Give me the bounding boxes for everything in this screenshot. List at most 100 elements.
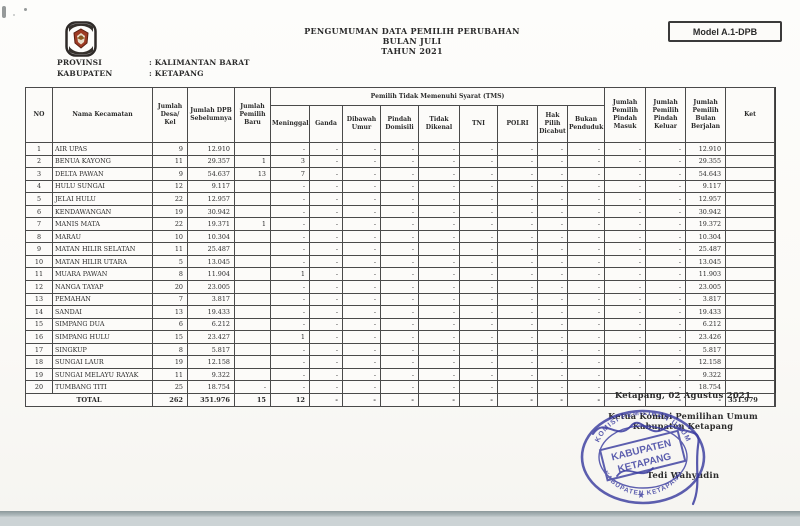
- table-cell: [725, 242, 776, 256]
- table-cell: -: [497, 154, 538, 169]
- table-cell: [725, 229, 776, 244]
- table-cell: -: [380, 305, 419, 319]
- table-cell: -: [270, 179, 310, 194]
- provinsi-value: : KALIMANTAN BARAT: [149, 58, 250, 67]
- table-cell: -: [418, 217, 460, 231]
- table-cell: -: [380, 280, 419, 294]
- signer-title-line2: Kabupaten Ketapang: [632, 421, 734, 431]
- table-cell: -: [418, 142, 460, 156]
- table-cell: SANDAI: [52, 305, 153, 319]
- table-cell: [725, 355, 776, 369]
- table-cell: [234, 179, 271, 194]
- table-cell: 12.957: [685, 192, 727, 206]
- table-cell: [725, 142, 776, 156]
- table-cell: -: [459, 204, 498, 219]
- table-cell: -: [497, 217, 538, 231]
- table-cell: 8: [25, 229, 53, 244]
- document-title: PENGUMUMAN DATA PEMILIH PERUBAHAN BULAN …: [252, 26, 572, 56]
- table-cell: -: [497, 367, 538, 382]
- table-cell: -: [342, 167, 381, 181]
- table-cell: 16: [25, 330, 53, 344]
- table-cell: [725, 305, 776, 319]
- table-cell: 9.322: [187, 367, 235, 382]
- table-cell: -: [380, 154, 419, 169]
- table-cell: -: [309, 242, 343, 256]
- table-cell: -: [645, 204, 687, 219]
- table-cell: 29.357: [187, 154, 235, 169]
- table-cell: -: [497, 280, 538, 294]
- table-cell: -: [537, 317, 568, 332]
- table-cell: JELAI HULU: [52, 192, 153, 206]
- table-cell: -: [604, 242, 647, 256]
- table-cell: 15: [25, 317, 53, 332]
- table-cell: -: [418, 204, 460, 219]
- table-cell: -: [604, 267, 647, 281]
- table-cell: -: [645, 167, 687, 181]
- col-header-tni: TNI: [459, 105, 498, 143]
- table-cell: -: [537, 242, 568, 256]
- table-cell: [725, 192, 776, 206]
- table-row: 4 HULU SUNGAI 12 9.117- - - - - - - - - - -9.117: [25, 179, 776, 194]
- table-cell: -: [309, 204, 343, 219]
- table-row: 8 MARAU 10 10.304- - - - - - - - - - -10.304: [25, 229, 776, 244]
- table-cell: -: [497, 167, 538, 181]
- table-cell: -: [604, 330, 647, 344]
- col-header-ganda: Ganda: [309, 105, 343, 143]
- table-cell: 1: [234, 154, 271, 169]
- table-cell: -: [380, 380, 419, 394]
- table-cell: KENDAWANGAN: [52, 204, 153, 219]
- table-cell: 13: [152, 305, 188, 319]
- table-cell: -: [497, 380, 538, 394]
- table-cell: -: [418, 154, 460, 169]
- table-cell: -: [418, 167, 460, 181]
- table-cell: 9: [25, 242, 53, 256]
- table-cell: -: [270, 292, 310, 307]
- table-cell: 13: [234, 167, 271, 181]
- table-cell: -: [537, 355, 568, 369]
- table-cell: 14: [25, 305, 53, 319]
- table-cell: AIR UPAS: [52, 142, 153, 156]
- table-cell: -: [604, 367, 647, 382]
- table-cell: 12.957: [187, 192, 235, 206]
- table-cell: 11: [25, 267, 53, 281]
- table-cell: -: [537, 167, 568, 181]
- table-row: 3 DELTA PAWAN 9 54.637 13 7- - - - - - - - - -54.643: [25, 167, 776, 181]
- table-cell: 15: [152, 330, 188, 344]
- table-cell: [234, 342, 271, 357]
- table-cell: -: [459, 179, 498, 194]
- table-cell: -: [270, 142, 310, 156]
- table-cell: -: [645, 380, 687, 394]
- scan-artifact: [2, 6, 6, 18]
- table-cell: -: [566, 342, 606, 357]
- table-cell: -: [380, 142, 419, 156]
- table-cell: -: [566, 355, 606, 369]
- table-cell: -: [270, 355, 310, 369]
- table-cell: 9: [152, 142, 188, 156]
- table-cell: -: [537, 380, 568, 394]
- table-cell: 9.322: [685, 367, 727, 382]
- table-cell: TUMBANG TITI: [52, 380, 153, 394]
- table-cell: SUNGAI MELAYU RAYAK: [52, 367, 153, 382]
- kabupaten-label: KABUPATEN: [57, 69, 113, 78]
- table-cell: [725, 204, 776, 219]
- table-cell: -: [537, 204, 568, 219]
- table-cell: -: [645, 317, 687, 332]
- table-cell: -: [566, 330, 606, 344]
- table-cell: -: [537, 142, 568, 156]
- table-cell: -: [566, 317, 606, 332]
- table-cell: 25.487: [187, 242, 235, 256]
- table-cell: -: [418, 355, 460, 369]
- table-cell: -: [497, 242, 538, 256]
- table-cell: -: [645, 355, 687, 369]
- signature-block: Ketapang, 02 Agustus 2021 Ketua Komisi P…: [558, 391, 800, 481]
- table-cell: -: [645, 342, 687, 357]
- table-cell: [234, 254, 271, 269]
- table-cell: 20: [152, 280, 188, 294]
- col-header-nama-kecamatan: Nama Kecamatan: [52, 87, 153, 143]
- table-cell: -: [309, 292, 343, 307]
- table-cell: -: [342, 217, 381, 231]
- table-row: 7 MANIS MATA 22 19.371 1- - - - - - - - - - -19.372: [25, 217, 776, 231]
- table-cell: -: [459, 242, 498, 256]
- table-cell: -: [645, 367, 687, 382]
